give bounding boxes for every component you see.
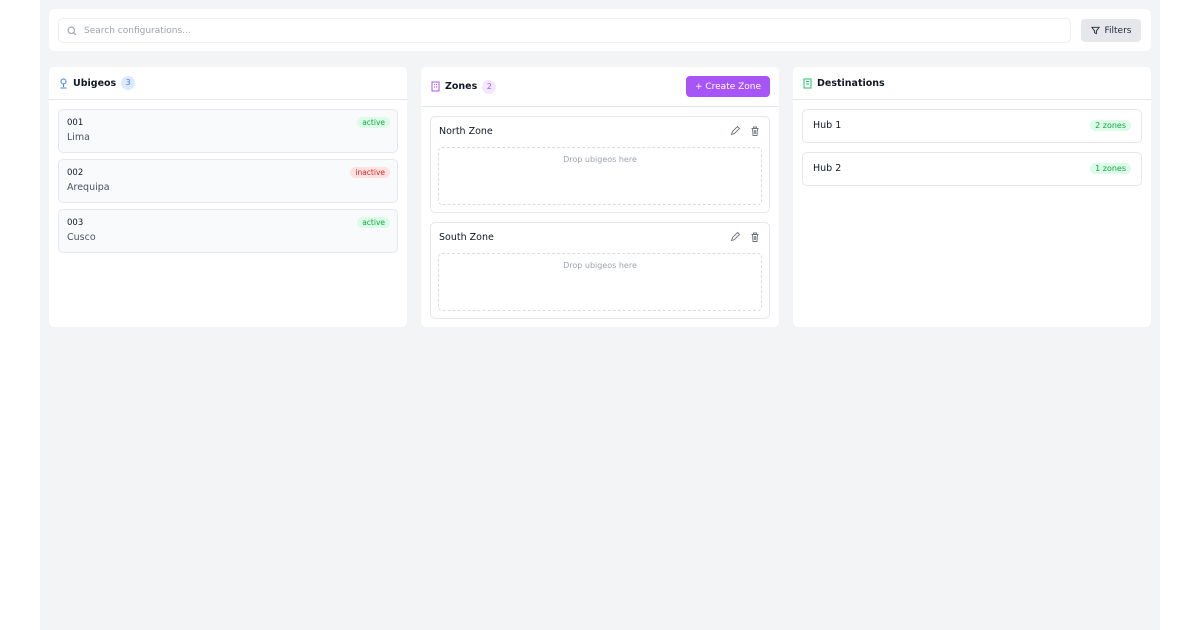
ubigeo-code: 002 [67, 168, 84, 178]
trash-icon[interactable] [750, 232, 760, 242]
ubigeo-card[interactable]: 003 Cusco active [58, 209, 398, 253]
drop-zone[interactable]: Drop ubigeos here [438, 147, 762, 205]
search-input[interactable] [84, 25, 984, 36]
destination-card[interactable]: Hub 1 2 zones [802, 109, 1142, 143]
ubigeo-name: Arequipa [67, 182, 110, 193]
status-badge: inactive [350, 167, 390, 178]
destination-name: Hub 1 [813, 120, 842, 131]
ubigeo-code: 001 [67, 118, 84, 128]
count-badge: 2 [482, 79, 497, 94]
zone-name: North Zone [439, 126, 493, 137]
building-icon [431, 81, 440, 92]
zones-panel: Zones 2 + Create Zone North Zone Drop ub… [421, 67, 779, 327]
drop-zone[interactable]: Drop ubigeos here [438, 253, 762, 311]
ubigeo-card[interactable]: 002 Arequipa inactive [58, 159, 398, 203]
panel-title: Zones [445, 81, 478, 92]
zones-header: Zones 2 + Create Zone [421, 67, 779, 107]
toolbar: Filters [49, 9, 1151, 51]
status-badge: active [357, 117, 390, 128]
filter-icon [1090, 26, 1100, 35]
map-pin-icon [60, 78, 67, 88]
zones-count-badge: 1 zones [1090, 163, 1131, 174]
filters-button[interactable]: Filters [1081, 19, 1141, 42]
app-container: Filters Ubigeos 3 001 Lima active 002 Ar… [40, 0, 1160, 630]
trash-icon[interactable] [750, 126, 760, 136]
status-badge: active [357, 217, 390, 228]
ubigeo-code: 003 [67, 218, 84, 228]
panel-title: Destinations [817, 77, 885, 89]
edit-icon[interactable] [730, 126, 740, 136]
zone-name: South Zone [439, 232, 494, 243]
search-box[interactable] [58, 18, 1071, 43]
filters-label: Filters [1104, 25, 1132, 36]
zone-card: North Zone Drop ubigeos here [430, 116, 770, 213]
ubigeo-name: Lima [67, 132, 91, 143]
create-zone-button[interactable]: + Create Zone [686, 76, 770, 97]
search-icon [67, 26, 77, 35]
ubigeo-card[interactable]: 001 Lima active [58, 109, 398, 153]
zones-count-badge: 2 zones [1090, 120, 1131, 131]
destinations-header: Destinations [793, 67, 1151, 100]
destinations-panel: Destinations Hub 1 2 zones Hub 2 1 zones [793, 67, 1151, 327]
count-badge: 3 [121, 76, 136, 90]
destination-name: Hub 2 [813, 163, 842, 174]
ubigeo-name: Cusco [67, 232, 96, 243]
destination-card[interactable]: Hub 2 1 zones [802, 152, 1142, 186]
ubigeos-panel: Ubigeos 3 001 Lima active 002 Arequipa i… [49, 67, 407, 327]
ubigeos-header: Ubigeos 3 [49, 67, 407, 100]
building-icon [803, 78, 812, 88]
zone-card: South Zone Drop ubigeos here [430, 222, 770, 319]
edit-icon[interactable] [730, 232, 740, 242]
panel-title: Ubigeos [73, 77, 117, 89]
